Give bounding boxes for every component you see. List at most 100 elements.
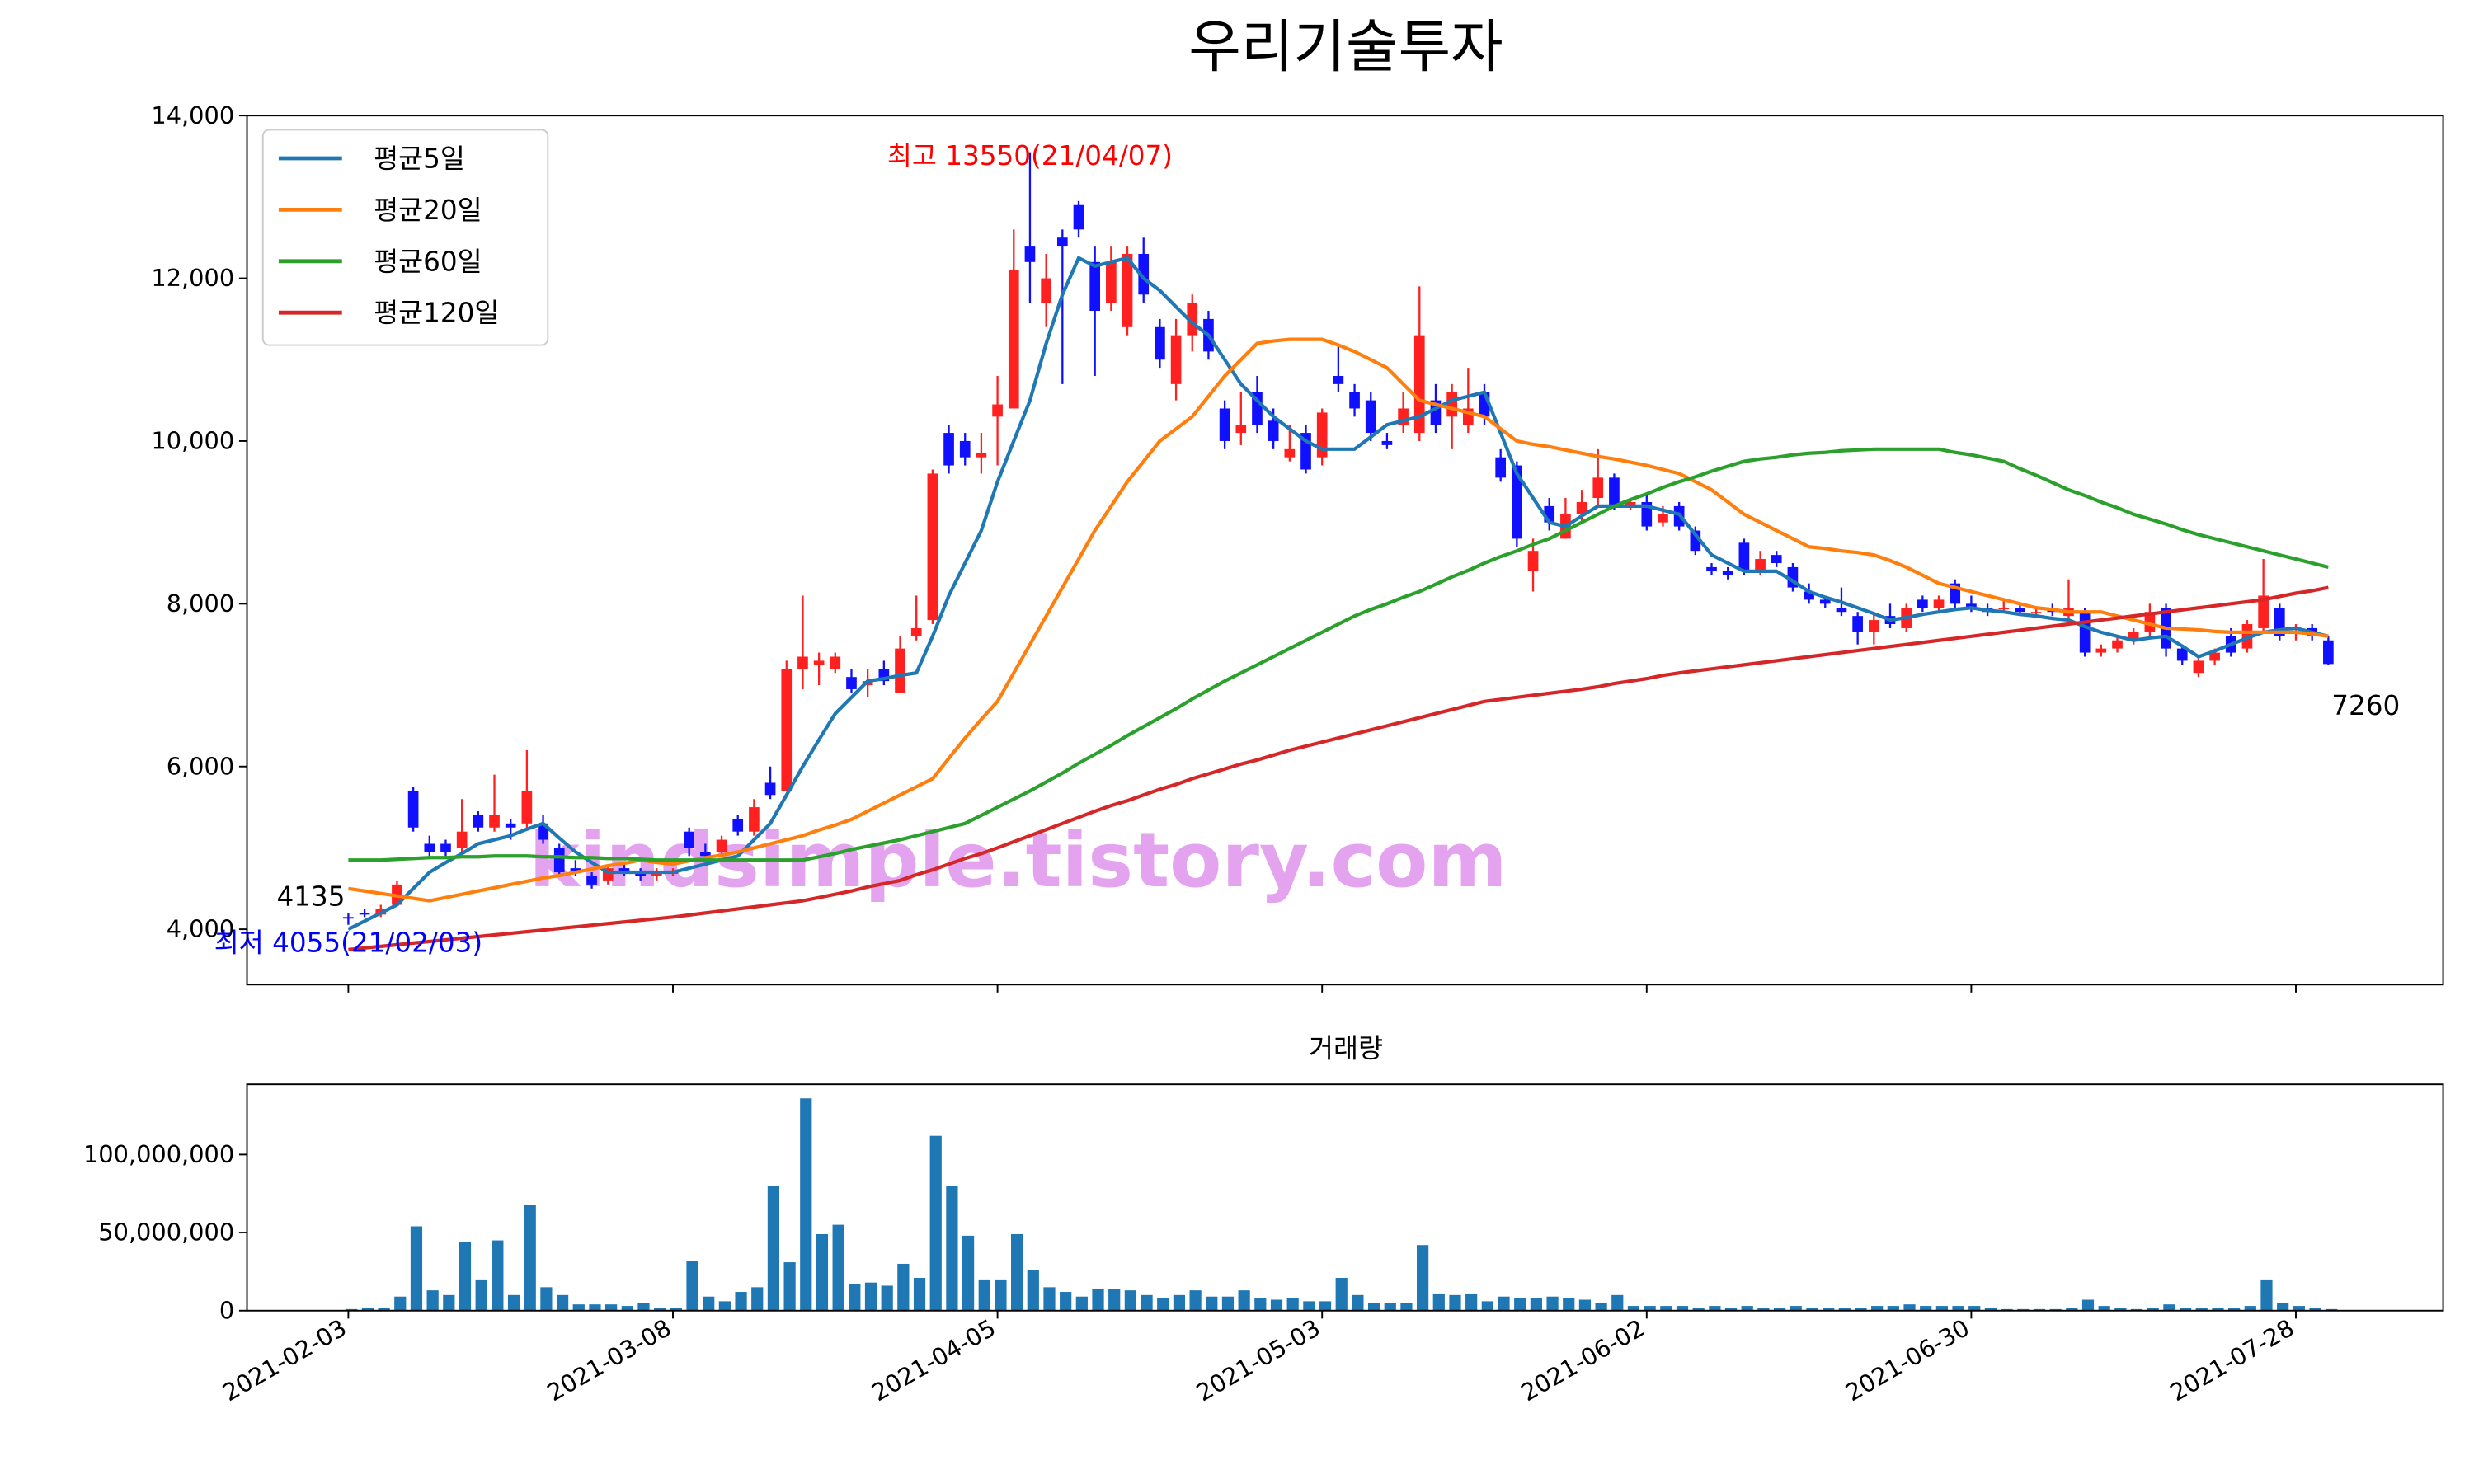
volume-bar xyxy=(1319,1301,1332,1311)
first-close-label: 4135 xyxy=(277,881,346,912)
volume-bar xyxy=(1124,1290,1136,1311)
candle-body xyxy=(1738,542,1750,571)
candle-body xyxy=(2209,652,2220,661)
volume-bar xyxy=(2114,1307,2127,1311)
volume-bar xyxy=(832,1224,844,1311)
candle-body xyxy=(1933,599,1945,608)
volume-bar xyxy=(1871,1306,1884,1311)
volume-bar xyxy=(929,1135,942,1311)
low-annotation: 최저 4055(21/02/03) xyxy=(214,927,482,958)
volume-bar xyxy=(1303,1301,1315,1311)
candle-body xyxy=(846,677,857,689)
candle-body xyxy=(684,831,695,848)
ma-line xyxy=(347,255,2329,932)
legend-box xyxy=(261,129,549,346)
volume-bar xyxy=(1189,1290,1202,1311)
volume-bar xyxy=(2163,1304,2175,1311)
candle-body xyxy=(1138,253,1150,295)
candle-body xyxy=(910,627,922,636)
legend-label: 평균5일 xyxy=(374,143,465,175)
candle-body xyxy=(1998,608,2010,610)
candle-body xyxy=(959,440,971,458)
volume-bar xyxy=(1627,1306,1640,1311)
candle-body xyxy=(2015,608,2025,613)
candle-body xyxy=(1073,204,1084,230)
candle-body xyxy=(1106,261,1117,303)
candle-body xyxy=(1771,555,1782,563)
legend-label: 평균120일 xyxy=(374,298,499,329)
candle-body xyxy=(2193,660,2204,674)
volume-bar xyxy=(2260,1279,2273,1311)
volume-bar xyxy=(1011,1233,1023,1311)
candle-body xyxy=(1219,408,1230,441)
volume-bar xyxy=(1075,1296,1088,1311)
volume-bar xyxy=(978,1279,990,1311)
volume-bar xyxy=(1465,1293,1478,1311)
candle-body xyxy=(359,913,370,915)
candle-body xyxy=(716,839,727,852)
volume-bar xyxy=(621,1306,633,1311)
volume-bar xyxy=(751,1287,764,1311)
candle-body xyxy=(1284,448,1296,458)
volume-bar xyxy=(1855,1307,1867,1311)
candle-body xyxy=(976,453,987,458)
volume-bar xyxy=(1173,1294,1186,1311)
y-tick-label: 50,000,000 xyxy=(98,1219,234,1247)
volume-bar xyxy=(1141,1294,1153,1311)
candle-body xyxy=(1252,392,1263,425)
volume-bar xyxy=(1838,1307,1851,1311)
volume-bar xyxy=(1043,1287,1056,1311)
volume-bar xyxy=(1108,1289,1121,1311)
volume-bar xyxy=(1417,1245,1429,1311)
volume-bar xyxy=(2244,1306,2256,1311)
volume-bar xyxy=(1384,1303,1396,1311)
volume-bar xyxy=(1449,1294,1461,1311)
volume-title: 거래량 xyxy=(1309,1033,1383,1064)
volume-bar xyxy=(962,1235,975,1311)
volume-bar xyxy=(946,1186,958,1311)
y-tick-label: 100,000,000 xyxy=(83,1140,234,1168)
legend-label: 평균60일 xyxy=(374,246,482,277)
volume-bar xyxy=(2293,1306,2305,1311)
volume-bar xyxy=(540,1287,553,1311)
candle-body xyxy=(1706,566,1717,571)
volume-bar xyxy=(864,1282,877,1311)
volume-bar xyxy=(735,1292,747,1311)
volume-bar xyxy=(1903,1304,1916,1311)
volume-bar xyxy=(767,1186,780,1311)
volume-bar xyxy=(1611,1294,1624,1311)
candle-body xyxy=(2030,612,2042,614)
volume-bar xyxy=(637,1303,650,1311)
volume-bar xyxy=(1823,1307,1835,1311)
volume-bar xyxy=(1968,1306,1981,1311)
candle-body xyxy=(895,648,905,693)
candle-body xyxy=(343,917,354,919)
volume-bar xyxy=(1790,1306,1802,1311)
volume-bar xyxy=(443,1294,455,1311)
volume-bar xyxy=(1644,1306,1656,1311)
volume-bar xyxy=(1741,1306,1753,1311)
volume-bar xyxy=(1578,1299,1592,1311)
candle-body xyxy=(586,876,597,885)
volume-bar xyxy=(783,1262,796,1311)
volume-bar xyxy=(572,1304,585,1311)
volume-bar xyxy=(2228,1307,2241,1311)
candle-body xyxy=(700,852,711,857)
candle-body xyxy=(553,848,565,873)
volume-bar xyxy=(556,1294,569,1311)
volume-bar xyxy=(1498,1296,1510,1311)
volume-bar xyxy=(605,1304,618,1311)
candle-body xyxy=(1349,392,1360,409)
candle-body xyxy=(1917,599,1928,608)
volume-frame xyxy=(246,1083,2444,1312)
candle-body xyxy=(1819,599,1831,604)
candle-body xyxy=(1592,477,1604,499)
volume-bar xyxy=(2179,1307,2192,1311)
volume-bar xyxy=(361,1307,374,1311)
candle-body xyxy=(473,815,484,828)
volume-bar xyxy=(589,1304,601,1311)
volume-bar xyxy=(1660,1306,1672,1311)
candle-body xyxy=(1804,591,1814,600)
